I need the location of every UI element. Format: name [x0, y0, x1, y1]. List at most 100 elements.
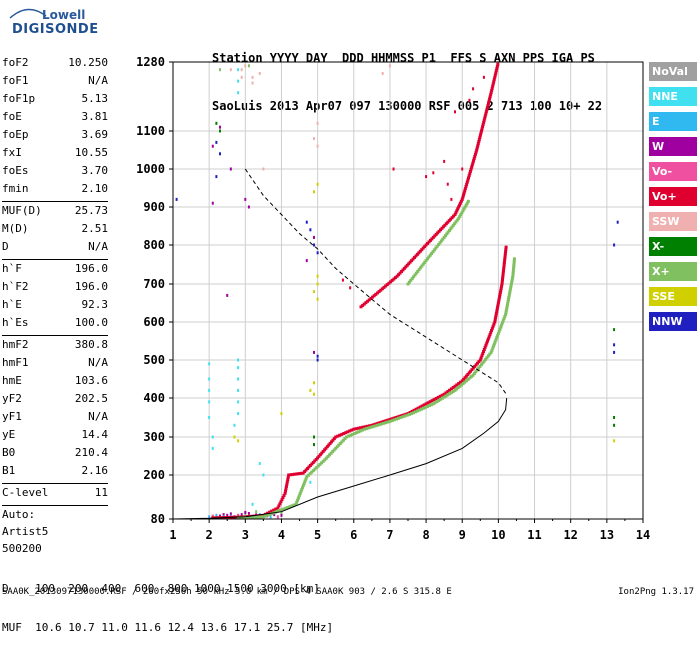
trace-point: [447, 219, 451, 223]
trace-point: [412, 275, 416, 279]
trace-point: [305, 467, 309, 471]
trace-point: [512, 257, 516, 261]
noise-echo-point: [208, 400, 211, 404]
legend-item: Vo+: [649, 187, 697, 206]
param-key: hmE: [2, 374, 22, 387]
trace-point: [362, 302, 366, 306]
noise-echo-point: [247, 205, 250, 209]
trace-point: [454, 211, 458, 215]
trace-point: [422, 403, 426, 407]
trace-point: [500, 282, 504, 286]
trace-point: [286, 478, 290, 482]
trace-point: [342, 432, 346, 436]
trace-point: [298, 492, 302, 496]
trace-point: [465, 379, 469, 383]
param-key: MUF(D): [2, 204, 42, 217]
noise-echo-point: [613, 243, 616, 247]
trace-point: [261, 515, 265, 519]
noise-echo-point: [233, 435, 236, 439]
trace-point: [475, 148, 479, 152]
noise-echo-point: [215, 140, 218, 144]
trace-point: [506, 302, 510, 306]
trace-point: [251, 515, 255, 519]
trace-point: [286, 475, 290, 479]
param-key: h`F: [2, 262, 22, 275]
trace-point: [491, 346, 495, 350]
trace-point: [512, 266, 516, 270]
topside-profile: [244, 168, 507, 395]
trace-point: [302, 481, 306, 485]
trace-point: [331, 450, 335, 454]
trace-point: [408, 260, 412, 264]
trace-point: [380, 420, 384, 424]
trace-point: [409, 278, 413, 282]
noise-echo-point: [392, 167, 395, 171]
autoscale-line: 500200: [2, 542, 42, 555]
trace-point: [492, 342, 496, 346]
trace-point: [394, 417, 398, 421]
param-row: hmE 103.6: [2, 374, 108, 392]
trace-point: [462, 377, 466, 381]
noise-echo-point: [240, 68, 243, 72]
trace-point: [390, 278, 394, 282]
trace-point: [452, 214, 456, 218]
trace-point: [404, 265, 408, 269]
trace-point: [444, 222, 448, 226]
trace-point: [323, 448, 327, 452]
noise-echo-point: [316, 274, 319, 278]
noise-echo-point: [251, 81, 254, 85]
trace-point: [490, 88, 494, 92]
trace-point: [440, 393, 444, 397]
trace-point: [321, 449, 325, 453]
trace-point: [337, 443, 341, 447]
trace-point: [392, 277, 396, 281]
trace-point: [437, 398, 441, 402]
noise-echo-point: [251, 75, 254, 79]
noise-echo-point: [432, 171, 435, 175]
noise-echo-point: [219, 125, 221, 129]
trace-point: [430, 251, 434, 255]
trace-point: [451, 223, 455, 227]
y-tick-label: 80: [151, 512, 165, 526]
trace-point: [420, 264, 424, 268]
trace-point: [486, 337, 490, 341]
trace-point: [365, 424, 369, 428]
trace-point: [500, 278, 504, 282]
trace-point: [249, 515, 253, 519]
trace-point: [272, 508, 276, 512]
noise-echo-point: [313, 290, 315, 294]
trace-point: [427, 255, 431, 259]
trace-point: [349, 433, 353, 437]
trace-point: [480, 354, 484, 358]
trace-point: [414, 254, 418, 258]
trace-series: [211, 62, 516, 520]
trace-point: [377, 423, 381, 427]
noise-echo-point: [247, 64, 250, 68]
param-key: yE: [2, 428, 16, 441]
param-value: 380.8: [74, 338, 108, 351]
trace-point: [451, 386, 455, 390]
param-key: foEp: [2, 128, 29, 141]
trace-point: [447, 228, 451, 232]
noise-echo-point: [211, 435, 214, 439]
noise-echo-point: [208, 362, 211, 366]
noise-echo-point: [258, 462, 261, 466]
trace-point: [492, 322, 496, 326]
trace-point: [329, 451, 333, 455]
trace-point: [399, 270, 403, 274]
trace-point: [364, 301, 368, 305]
legend-item: SSE: [649, 287, 697, 306]
noise-echo-point: [237, 439, 240, 443]
trace-point: [407, 280, 411, 284]
trace-point: [496, 62, 500, 66]
trace-point: [488, 352, 492, 356]
noise-echo-point: [305, 259, 308, 263]
y-tick-label: 1280: [136, 55, 165, 69]
trace-point: [414, 407, 418, 411]
noise-echo-point: [450, 197, 453, 201]
trace-point: [500, 284, 504, 288]
y-tick-label: 900: [143, 200, 165, 214]
trace-point: [508, 289, 512, 293]
trace-point: [418, 249, 422, 253]
trace-point: [439, 239, 443, 243]
